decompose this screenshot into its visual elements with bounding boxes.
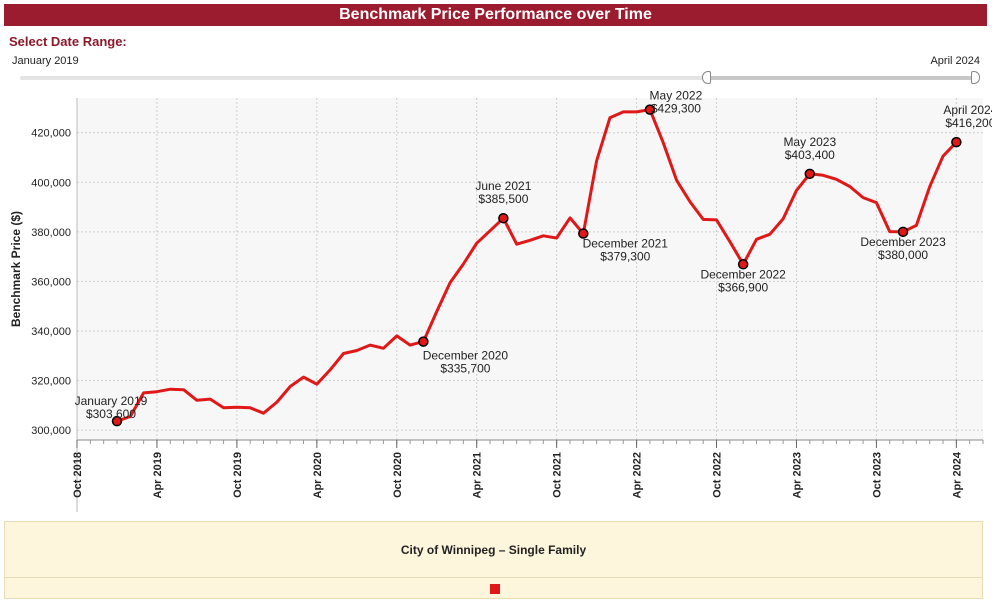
plot-area (77, 98, 983, 440)
y-tick-label: 320,000 (31, 376, 71, 388)
y-tick-label: 400,000 (31, 177, 71, 189)
x-tick-label: Apr 2019 (152, 452, 164, 498)
annotation-price: $303,600 (86, 407, 136, 421)
data-point (951, 136, 962, 148)
annotation-price: $403,400 (785, 148, 835, 162)
date-range-label: Select Date Range: (9, 34, 127, 49)
annotation-month: December 2022 (700, 267, 786, 281)
y-tick-label: 360,000 (31, 276, 71, 288)
range-end-label: April 2024 (930, 55, 980, 67)
annotation-price: $366,900 (718, 280, 768, 294)
series-line (116, 108, 958, 423)
annotation-month: December 2021 (583, 237, 669, 251)
y-axis-label: Benchmark Price ($) (9, 211, 23, 327)
annotation-month: December 2023 (860, 235, 946, 249)
data-point (578, 228, 589, 239)
date-range-slider-track[interactable] (20, 76, 976, 80)
annotation-price: $416,200 (945, 116, 992, 130)
x-tick-label: Apr 2022 (632, 452, 644, 498)
data-point (498, 212, 509, 224)
legend-swatch[interactable] (490, 584, 500, 594)
range-start-label: January 2019 (12, 55, 79, 67)
annotation-month: April 2024 (943, 103, 992, 117)
annotation-month: January 2019 (75, 394, 148, 408)
x-tick-label: Apr 2020 (312, 452, 324, 498)
data-point (644, 104, 656, 115)
annotation-price: $429,300 (651, 102, 701, 116)
x-tick-label: Oct 2020 (392, 452, 404, 498)
x-tick-label: Apr 2024 (951, 451, 963, 498)
x-tick-label: Apr 2021 (472, 452, 484, 498)
annotation-price: $380,000 (878, 248, 928, 262)
range-start-handle[interactable] (702, 71, 711, 84)
annotation-price: $385,500 (478, 192, 528, 206)
y-axis-ticks: 300,000 320,000 340,000 360,000 380,000 400,0… (31, 128, 71, 437)
range-end-handle[interactable] (971, 71, 980, 84)
chart-title: Benchmark Price Performance over Time (4, 4, 987, 26)
x-tick-label: Apr 2023 (791, 452, 803, 498)
x-tick-label: Oct 2019 (232, 452, 244, 498)
x-tick-label: Oct 2022 (712, 452, 724, 498)
data-point (897, 226, 909, 238)
annotated-points: January 2019$303,600 December 2020$335,70… (75, 90, 992, 427)
x-tick-label: Oct 2018 (72, 452, 84, 498)
y-tick-label: 340,000 (31, 326, 71, 338)
price-line-chart: 300,000 320,000 340,000 360,000 380,000 400,0… (9, 90, 992, 512)
y-tick-label: 420,000 (31, 128, 71, 140)
data-point (111, 415, 123, 427)
legend-divider (5, 577, 982, 578)
data-point (418, 336, 429, 347)
annotation-price: $379,300 (600, 250, 650, 264)
annotation-month: May 2023 (783, 135, 836, 149)
legend: City of Winnipeg – Single Family (4, 521, 983, 599)
y-tick-label: 380,000 (31, 227, 71, 239)
data-point (737, 259, 749, 270)
annotation-month: May 2022 (650, 90, 703, 103)
y-tick-label: 300,000 (31, 425, 71, 437)
x-tick-label: Oct 2023 (871, 452, 883, 498)
date-range-slider-selection[interactable] (707, 76, 976, 80)
data-point (804, 168, 816, 180)
annotation-price: $335,700 (440, 362, 490, 376)
annotation-month: December 2020 (423, 349, 509, 363)
x-axis-ticks: Oct 2018 Apr 2019 Oct 2019 Apr 2020 Oct 2020… (72, 98, 984, 512)
annotation-month: June 2021 (475, 179, 531, 193)
legend-title: City of Winnipeg – Single Family (400, 543, 587, 557)
x-tick-label: Oct 2021 (552, 452, 564, 498)
